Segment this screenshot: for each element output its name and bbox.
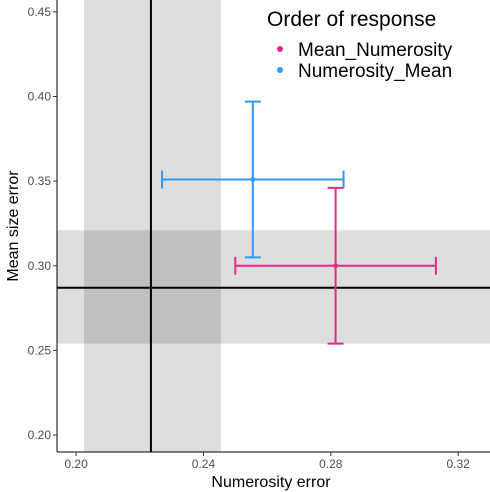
y-tick-label: 0.35 [28,174,52,188]
axes [56,0,490,453]
tick-labels: 0.20 0.24 0.28 0.32 0.20 0.25 0.30 0.35 0.40 0.45 [28,5,471,471]
data-point [250,176,256,182]
legend-label-mean-numerosity: Mean_Numerosity [298,40,453,61]
x-tick-label: 0.20 [64,457,88,471]
y-tick-label: 0.40 [28,89,52,103]
data-series [161,100,437,345]
data-point [333,263,339,269]
vertical-reference-band [84,0,221,452]
legend-title: Order of response [267,8,436,31]
legend-marker-mean-numerosity [277,46,283,52]
y-axis-title: Mean size error [5,170,22,282]
legend: Order of response Mean_Numerosity Numero… [267,8,453,82]
x-tick-label: 0.24 [192,457,216,471]
x-axis-title: Numerosity error [211,474,331,491]
x-tick-label: 0.32 [446,457,470,471]
y-tick-label: 0.25 [28,343,52,357]
series-0 [234,186,437,345]
legend-marker-numerosity-mean [277,67,283,73]
x-tick-label: 0.28 [319,457,343,471]
legend-label-numerosity-mean: Numerosity_Mean [298,61,452,82]
y-tick-label: 0.45 [28,5,52,19]
reference-lines [57,0,490,452]
y-tick-label: 0.20 [28,428,52,442]
series-1 [161,100,345,259]
y-tick-label: 0.30 [28,259,52,273]
